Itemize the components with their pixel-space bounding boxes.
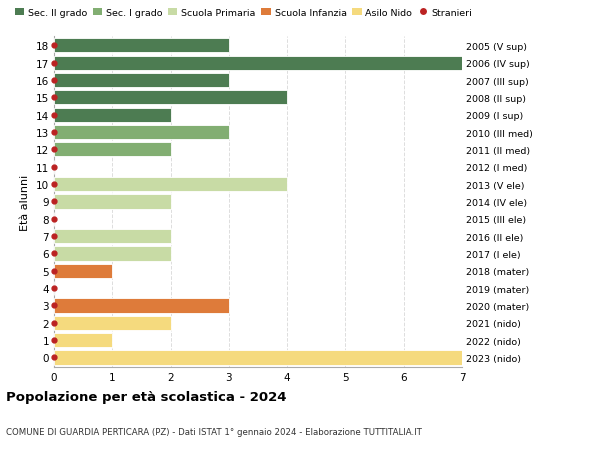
Bar (54, 351, 462, 365)
Bar (54, 126, 229, 140)
Bar (54, 264, 112, 278)
Text: COMUNE DI GUARDIA PERTICARA (PZ) - Dati ISTAT 1° gennaio 2024 - Elaborazione TUT: COMUNE DI GUARDIA PERTICARA (PZ) - Dati … (6, 427, 422, 436)
Bar (54, 91, 287, 105)
Legend: Sec. II grado, Sec. I grado, Scuola Primaria, Scuola Infanzia, Asilo Nido, Stran: Sec. II grado, Sec. I grado, Scuola Prim… (11, 5, 476, 22)
Bar (54, 56, 462, 71)
Bar (54, 316, 170, 330)
Bar (54, 108, 170, 123)
Bar (54, 247, 170, 261)
Bar (54, 333, 112, 347)
Bar (54, 178, 287, 192)
Bar (54, 74, 229, 88)
Bar (54, 39, 229, 53)
Y-axis label: Età alunni: Età alunni (20, 174, 31, 230)
Text: Popolazione per età scolastica - 2024: Popolazione per età scolastica - 2024 (6, 390, 287, 403)
Bar (54, 195, 170, 209)
Bar (54, 230, 170, 244)
Bar (54, 143, 170, 157)
Bar (54, 299, 229, 313)
